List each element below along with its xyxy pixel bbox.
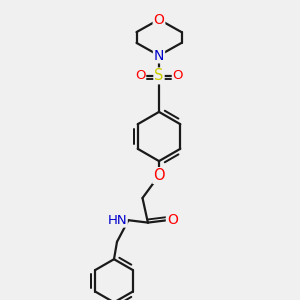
Text: O: O: [154, 13, 164, 26]
Text: O: O: [153, 168, 165, 183]
Text: HN: HN: [107, 214, 127, 227]
Text: O: O: [167, 213, 178, 227]
Text: O: O: [135, 69, 145, 82]
Text: N: N: [154, 49, 164, 62]
Text: O: O: [173, 69, 183, 82]
Text: S: S: [154, 68, 164, 83]
